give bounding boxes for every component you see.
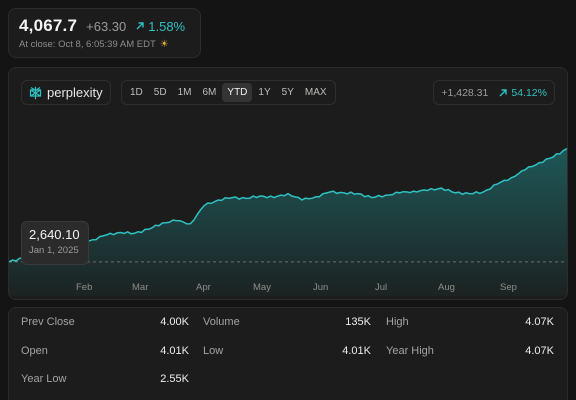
x-tick-label: Jul — [375, 282, 388, 293]
tooltip-value: 2,640.10 — [29, 227, 80, 242]
x-tick-label: Jun — [313, 282, 329, 293]
perplexity-logo-icon — [29, 86, 42, 100]
price-chart[interactable] — [9, 68, 568, 300]
brand-name: perplexity — [47, 85, 103, 100]
range-5y-button[interactable]: 5Y — [281, 87, 294, 98]
stat-low: Low 4.01K — [203, 342, 371, 360]
stat-label: Low — [203, 345, 224, 357]
perplexity-logo: perplexity — [21, 80, 111, 105]
stat-value: 4.01K — [342, 345, 371, 357]
price-line — [9, 147, 567, 263]
stat-label: Year Low — [21, 373, 67, 385]
stat-label: Open — [21, 345, 48, 357]
price-change-percent: 1.58% — [135, 19, 185, 34]
stat-value: 2.55K — [160, 373, 189, 385]
x-tick-label: Sep — [500, 282, 517, 293]
stat-label: Prev Close — [21, 316, 75, 328]
chart-card: perplexity 1D 5D 1M 6M YTD 1Y 5Y MAX +1,… — [8, 67, 568, 300]
stat-label: Year High — [386, 345, 434, 357]
stat-prev-close: Prev Close 4.00K — [21, 313, 189, 331]
stat-label: High — [386, 316, 409, 328]
quote-summary: 4,067.7 +63.30 1.58% At close: Oct 8, 6:… — [8, 8, 201, 58]
range-1d-button[interactable]: 1D — [130, 87, 143, 98]
range-5d-button[interactable]: 5D — [153, 87, 167, 98]
period-performance: +1,428.31 54.12% — [433, 80, 555, 105]
arrow-up-right-icon — [499, 88, 508, 96]
stat-value: 4.07K — [525, 345, 554, 357]
stat-value: 4.01K — [160, 345, 189, 357]
stat-year-low: Year Low 2.55K — [21, 370, 189, 388]
chart-tooltip: 2,640.10 Jan 1, 2025 — [21, 221, 89, 265]
range-max-button[interactable]: MAX — [304, 87, 327, 98]
stat-high: High 4.07K — [386, 313, 554, 331]
current-price: 4,067.7 — [19, 16, 78, 35]
time-range-selector: 1D 5D 1M 6M YTD 1Y 5Y MAX — [121, 80, 336, 105]
range-1m-button[interactable]: 1M — [177, 87, 192, 98]
price-change-percent-value: 1.58% — [148, 18, 186, 34]
x-tick-label: Mar — [132, 282, 149, 293]
range-1y-button[interactable]: 1Y — [258, 87, 271, 98]
arrow-up-right-icon — [136, 22, 144, 30]
x-tick-label: Aug — [438, 282, 455, 293]
stat-value: 4.07K — [525, 316, 554, 328]
stat-year-high: Year High 4.07K — [386, 342, 554, 360]
stat-value: 4.00K — [160, 316, 189, 328]
price-area — [9, 148, 567, 296]
x-tick-label: Apr — [196, 282, 211, 293]
range-6m-button[interactable]: 6M — [202, 87, 217, 98]
stat-open: Open 4.01K — [21, 342, 189, 360]
period-change-percent-value: 54.12% — [511, 86, 547, 99]
range-ytd-button[interactable]: YTD — [222, 83, 253, 102]
period-change: +1,428.31 — [441, 86, 489, 99]
period-change-percent: 54.12% — [498, 87, 547, 99]
price-change: +63.30 — [86, 19, 127, 34]
close-time: At close: Oct 8, 6:05:39 AM EDT — [19, 39, 156, 50]
x-tick-label: Feb — [76, 282, 93, 293]
stat-volume: Volume 135K — [203, 313, 371, 331]
stat-value: 135K — [345, 316, 371, 328]
stats-panel: Prev Close 4.00K Volume 135K High 4.07K … — [8, 307, 568, 400]
stat-label: Volume — [203, 316, 240, 328]
tooltip-date: Jan 1, 2025 — [29, 245, 79, 256]
sun-icon: ☀ — [159, 39, 169, 50]
x-tick-label: May — [253, 282, 271, 293]
